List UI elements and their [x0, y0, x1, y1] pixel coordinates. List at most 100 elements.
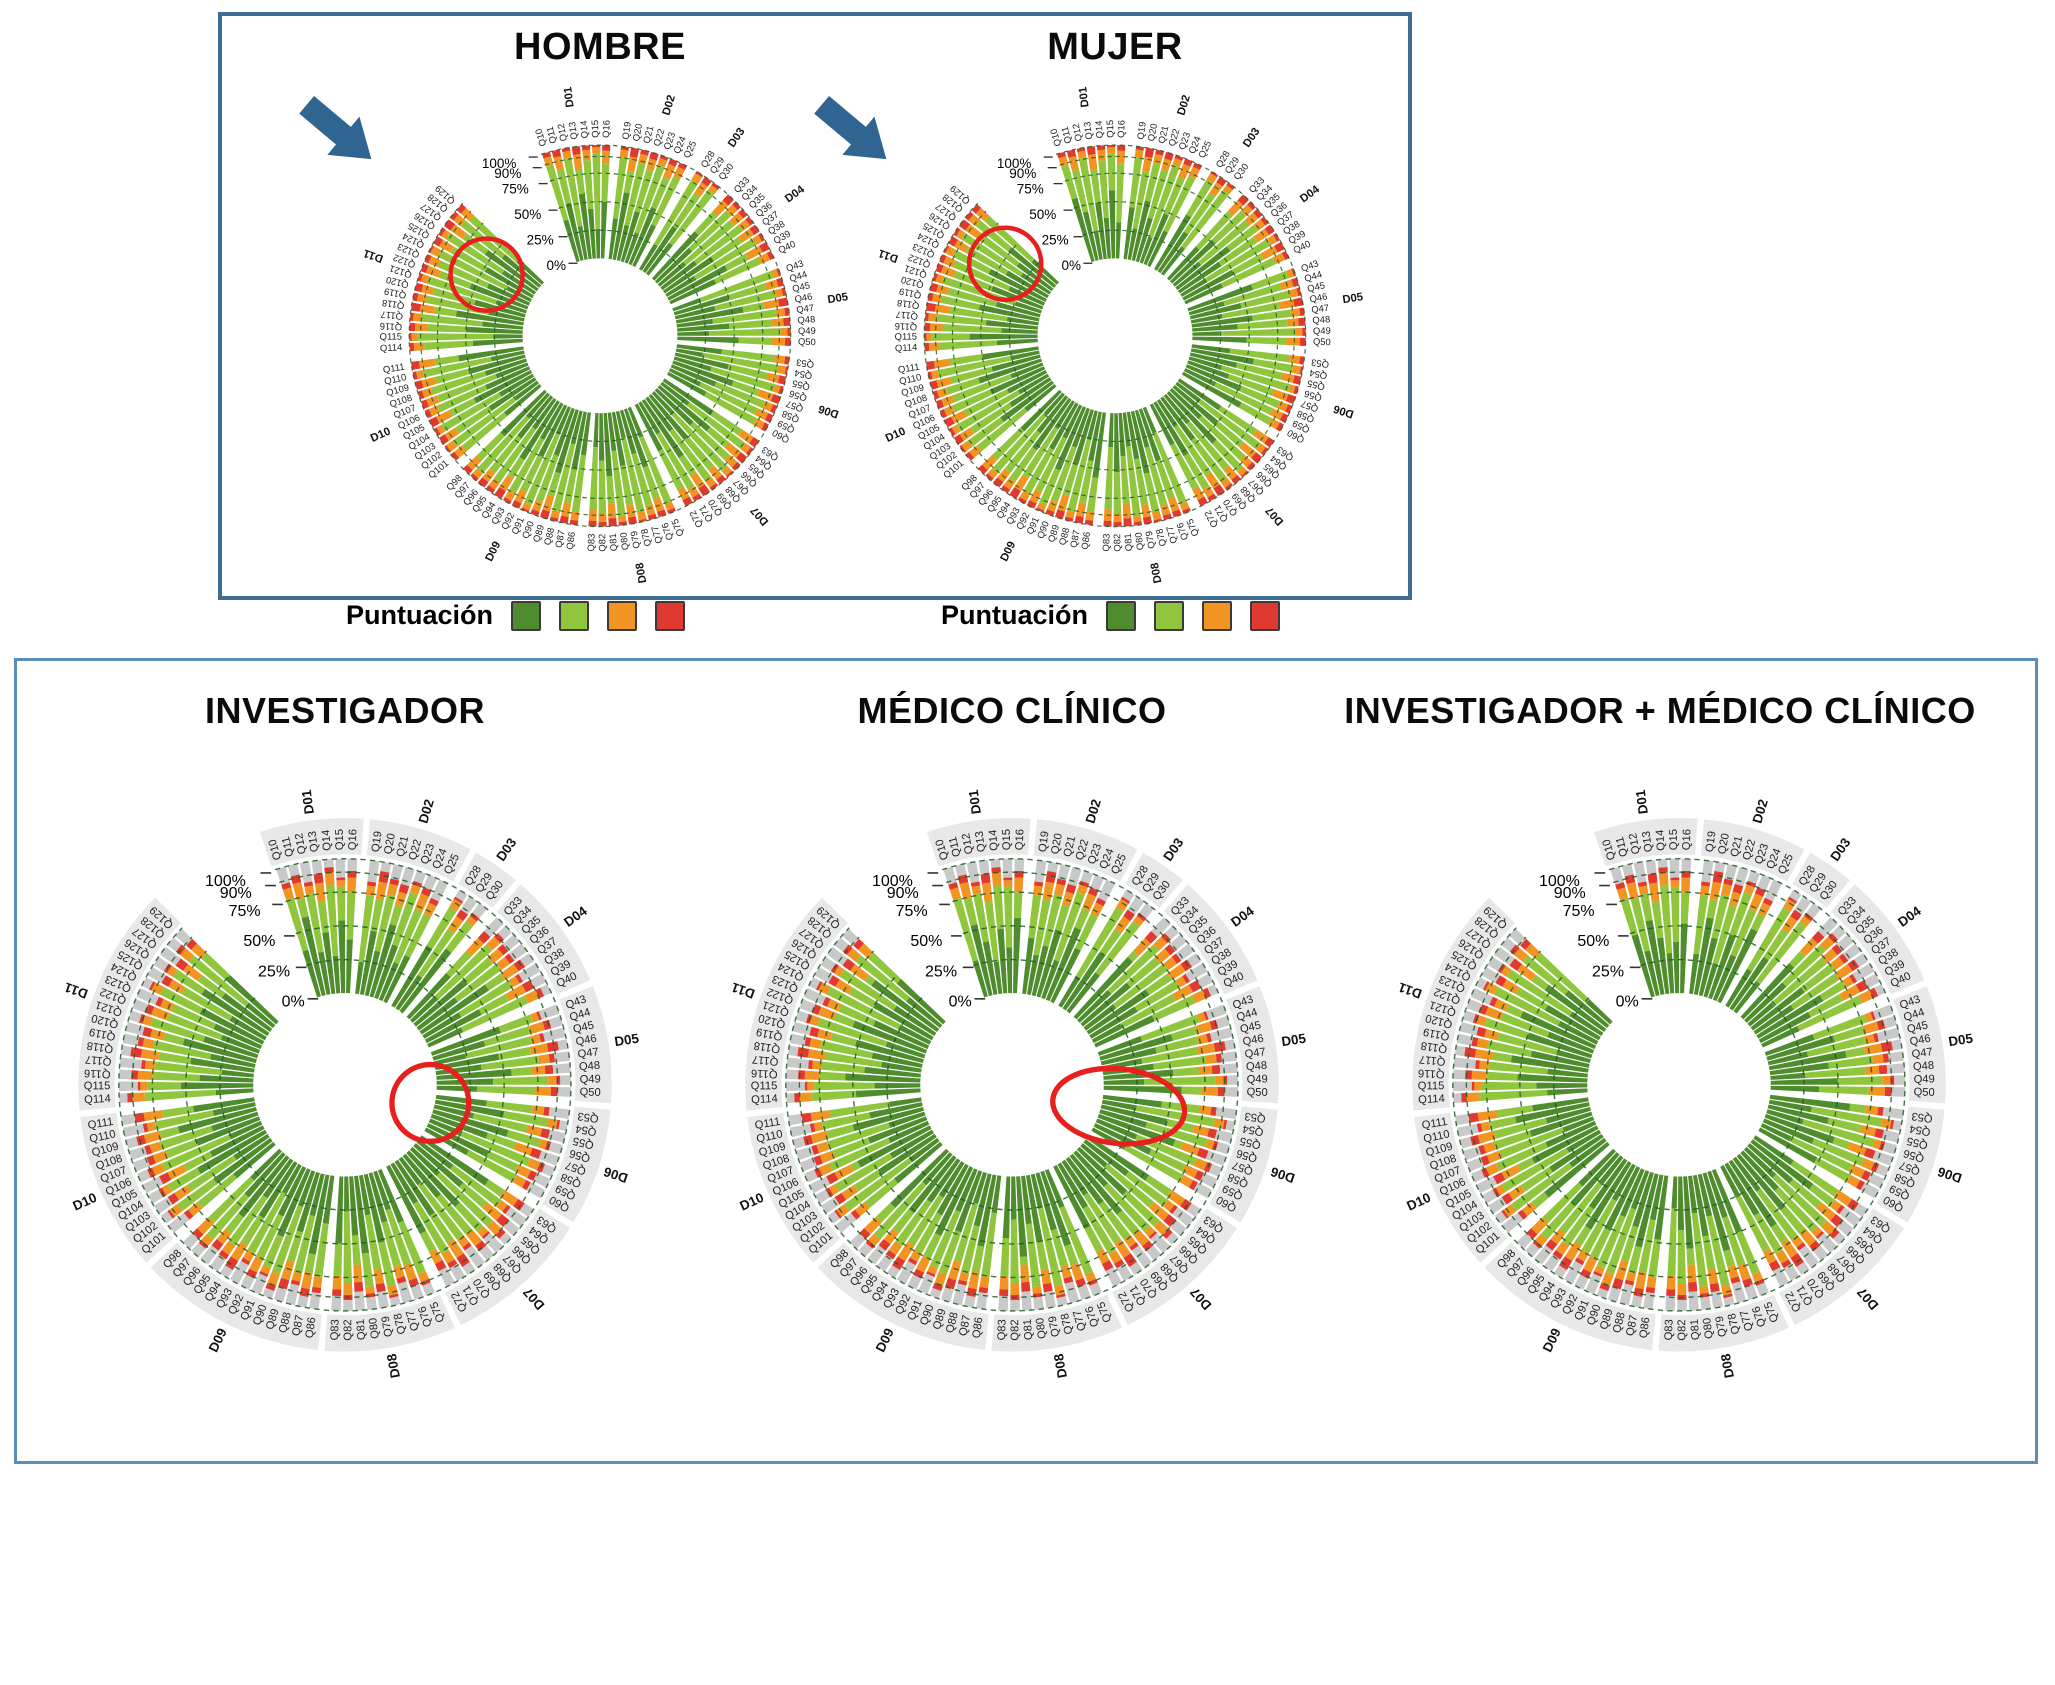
svg-text:Q79: Q79 — [1047, 1315, 1062, 1338]
svg-text:Q78: Q78 — [392, 1312, 408, 1335]
svg-text:Q11: Q11 — [545, 125, 560, 144]
svg-text:Q19: Q19 — [1704, 830, 1719, 853]
svg-text:D02: D02 — [661, 94, 678, 117]
svg-text:D03: D03 — [1160, 835, 1186, 864]
svg-text:Q47: Q47 — [796, 303, 815, 316]
svg-text:Q87: Q87 — [1068, 529, 1082, 549]
svg-text:Q116: Q116 — [1418, 1067, 1445, 1080]
svg-text:Q11: Q11 — [947, 835, 963, 858]
svg-text:Q117: Q117 — [895, 308, 918, 321]
svg-text:Q110: Q110 — [1422, 1128, 1450, 1145]
svg-text:Q54: Q54 — [1242, 1122, 1265, 1138]
svg-text:Q80: Q80 — [1133, 532, 1146, 551]
svg-text:Q83: Q83 — [1663, 1319, 1676, 1341]
svg-text:Q10: Q10 — [533, 127, 549, 147]
svg-text:0%: 0% — [547, 258, 567, 273]
svg-text:Q55: Q55 — [1906, 1134, 1929, 1151]
legend-swatch-orange — [607, 600, 637, 631]
label-band — [1412, 818, 1946, 1352]
highlight-circle — [448, 236, 525, 313]
svg-text:Q115: Q115 — [751, 1080, 778, 1092]
svg-text:Q87: Q87 — [290, 1314, 306, 1337]
svg-text:D11: D11 — [1396, 979, 1424, 1001]
svg-text:Q12: Q12 — [556, 123, 570, 143]
svg-text:Q114: Q114 — [1418, 1093, 1445, 1107]
svg-text:75%: 75% — [1017, 181, 1044, 196]
legend-puntuacion-hombre: Puntuación — [346, 600, 685, 631]
svg-text:D08: D08 — [634, 562, 649, 584]
svg-text:Q114: Q114 — [380, 342, 403, 354]
svg-text:Q110: Q110 — [88, 1128, 116, 1145]
svg-text:Q19: Q19 — [621, 121, 634, 140]
svg-text:D04: D04 — [1228, 903, 1257, 930]
svg-text:Q89: Q89 — [1046, 523, 1062, 543]
svg-text:Q47: Q47 — [1244, 1046, 1267, 1061]
svg-text:25%: 25% — [258, 963, 290, 980]
svg-text:Q45: Q45 — [1906, 1019, 1929, 1036]
svg-text:Q11: Q11 — [280, 835, 296, 858]
svg-text:D09: D09 — [998, 540, 1018, 564]
legend-swatch-dark-green — [511, 600, 541, 631]
percent-axis: 100%90%75% 50% 25% 0% — [1539, 872, 1653, 1011]
svg-text:D03: D03 — [493, 835, 519, 864]
svg-text:D07: D07 — [520, 1285, 547, 1313]
svg-text:Q48: Q48 — [1246, 1060, 1268, 1074]
svg-text:Q22: Q22 — [1741, 838, 1759, 862]
guide-circles — [785, 858, 1239, 1312]
svg-text:Q53: Q53 — [796, 356, 815, 369]
svg-text:D07: D07 — [1854, 1285, 1881, 1313]
svg-text:Q89: Q89 — [264, 1307, 282, 1331]
svg-text:90%: 90% — [1554, 885, 1586, 902]
svg-text:Q119: Q119 — [898, 285, 922, 300]
guide-circles — [408, 144, 792, 528]
svg-text:Q56: Q56 — [1902, 1147, 1926, 1165]
guide-circles — [118, 858, 572, 1312]
svg-text:D10: D10 — [737, 1190, 765, 1214]
svg-text:D07: D07 — [1264, 504, 1287, 527]
svg-text:Q22: Q22 — [1074, 838, 1092, 862]
svg-text:Q14: Q14 — [987, 829, 1001, 851]
svg-text:Q83: Q83 — [1101, 533, 1113, 551]
svg-text:Q87: Q87 — [553, 529, 567, 549]
svg-text:D11: D11 — [877, 247, 900, 265]
svg-text:25%: 25% — [527, 232, 554, 247]
svg-text:Q12: Q12 — [1627, 832, 1643, 855]
legend-swatch-dark-green — [1106, 600, 1136, 631]
svg-text:Q10: Q10 — [267, 838, 285, 862]
svg-text:D01: D01 — [966, 788, 984, 815]
svg-text:D05: D05 — [613, 1031, 640, 1050]
svg-text:Q45: Q45 — [572, 1019, 595, 1036]
svg-text:Q78: Q78 — [1059, 1312, 1075, 1335]
svg-text:Q46: Q46 — [1909, 1033, 1932, 1049]
svg-text:Q119: Q119 — [88, 1025, 116, 1042]
svg-text:Q50: Q50 — [798, 337, 816, 349]
svg-text:Q77: Q77 — [1071, 1309, 1088, 1333]
svg-text:Q13: Q13 — [1641, 830, 1656, 853]
svg-text:Q87: Q87 — [1624, 1314, 1640, 1337]
svg-text:Q116: Q116 — [84, 1067, 111, 1080]
svg-text:Q79: Q79 — [1714, 1315, 1729, 1338]
highlight-circle — [389, 1061, 472, 1144]
svg-text:0%: 0% — [1062, 258, 1082, 273]
svg-text:Q21: Q21 — [641, 125, 656, 145]
svg-text:Q82: Q82 — [1112, 534, 1123, 552]
svg-text:Q15: Q15 — [590, 120, 601, 138]
legend-puntuacion-mujer: Puntuación — [941, 600, 1280, 631]
svg-text:Q53: Q53 — [1911, 1110, 1934, 1125]
svg-text:Q50: Q50 — [1246, 1086, 1268, 1099]
svg-text:Q82: Q82 — [342, 1319, 354, 1340]
svg-text:D09: D09 — [873, 1326, 897, 1355]
svg-text:Q22: Q22 — [407, 838, 425, 862]
svg-text:100%: 100% — [872, 873, 913, 890]
svg-text:Q111: Q111 — [382, 362, 405, 376]
svg-text:Q21: Q21 — [1062, 835, 1079, 858]
svg-text:Q47: Q47 — [577, 1046, 600, 1061]
chart-title-hombre: HOMBRE — [514, 26, 686, 68]
svg-text:Q79: Q79 — [629, 530, 643, 549]
svg-text:Q89: Q89 — [1598, 1307, 1616, 1331]
svg-text:Q16: Q16 — [1681, 829, 1694, 851]
svg-text:D04: D04 — [561, 903, 590, 930]
svg-text:Q49: Q49 — [1247, 1073, 1268, 1085]
